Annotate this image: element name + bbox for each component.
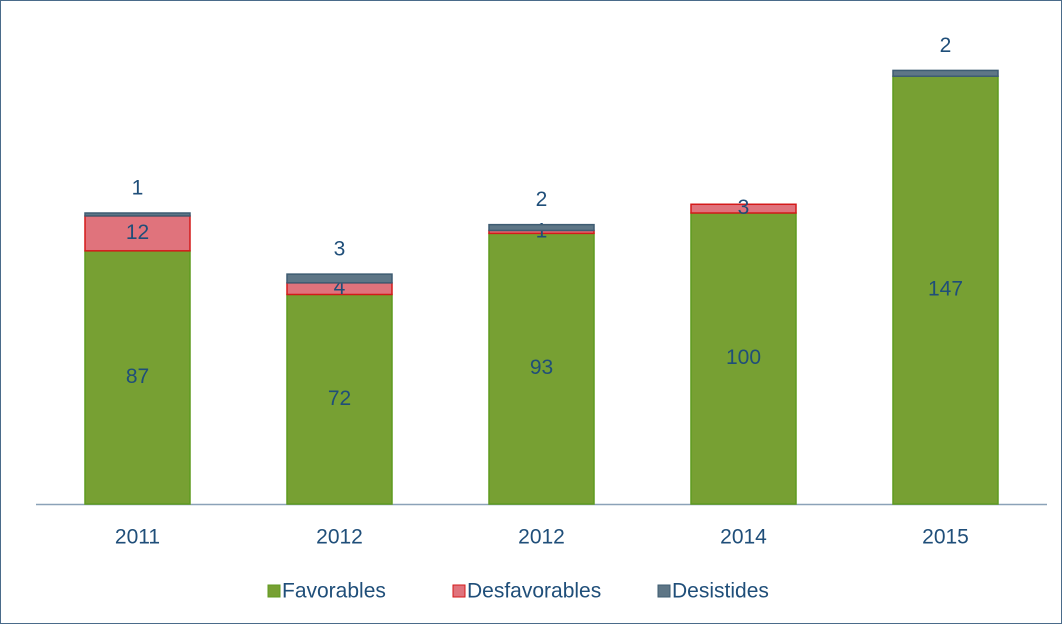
bar-segment [892, 69, 999, 77]
legend-label: Favorables [282, 580, 386, 603]
data-label: 3 [738, 196, 750, 219]
x-tick-label: 2015 [922, 526, 969, 549]
bar-segment [690, 212, 797, 505]
data-label: 72 [328, 387, 351, 410]
bar-segment [84, 250, 191, 505]
x-tick-label: 2014 [720, 526, 767, 549]
data-label: 147 [928, 278, 963, 301]
data-label: 2 [536, 188, 548, 211]
data-label: 93 [530, 356, 553, 379]
legend-swatch [267, 584, 281, 598]
bar-segment [488, 223, 595, 232]
bar-segment [286, 293, 393, 505]
legend-label: Desfavorables [467, 580, 601, 603]
data-label: 87 [126, 365, 149, 388]
legend-swatch [452, 584, 466, 598]
data-label: 3 [334, 238, 346, 261]
x-tick-label: 2012 [518, 526, 565, 549]
legend-swatch [657, 584, 671, 598]
data-label: 12 [126, 221, 149, 244]
data-label: 2 [940, 34, 952, 57]
data-label: 1 [132, 177, 144, 200]
x-tick-label: 2012 [316, 526, 363, 549]
legend-label: Desistides [672, 580, 769, 603]
bar-segment [84, 212, 191, 217]
bar-segment [286, 273, 393, 284]
bar-segment [690, 203, 797, 214]
data-label: 100 [726, 346, 761, 369]
x-tick-label: 2011 [115, 526, 160, 549]
bar-segment [488, 232, 595, 505]
